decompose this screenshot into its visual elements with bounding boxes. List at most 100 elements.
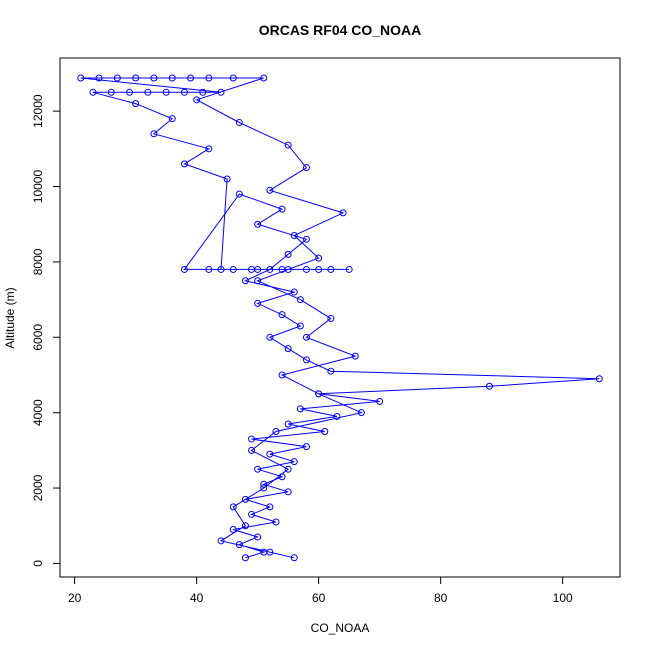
data-point [284, 488, 292, 496]
x-tick-label: 20 [68, 591, 82, 605]
data-point [254, 533, 262, 541]
data-point [168, 74, 176, 82]
data-point [132, 100, 140, 108]
data-point [229, 503, 237, 511]
data-point [327, 367, 335, 375]
data-point [315, 390, 323, 398]
data-point [302, 443, 310, 451]
data-point [217, 88, 225, 96]
data-point [248, 435, 256, 443]
data-point [278, 311, 286, 319]
data-point [241, 522, 249, 530]
data-point [302, 235, 310, 243]
data-point [180, 265, 188, 273]
data-point [302, 333, 310, 341]
data-point [296, 405, 304, 413]
data-point [89, 88, 97, 96]
data-point [284, 141, 292, 149]
data-point [284, 345, 292, 353]
data-point [95, 74, 103, 82]
data-point [205, 145, 213, 153]
data-point [229, 526, 237, 534]
y-tick-label: 2000 [31, 474, 45, 501]
data-point [126, 88, 134, 96]
data-point [229, 74, 237, 82]
data-point [187, 74, 195, 82]
plot-box [59, 57, 621, 578]
data-point [327, 314, 335, 322]
data-point [107, 88, 115, 96]
data-point [302, 265, 310, 273]
data-point [248, 446, 256, 454]
data-point [272, 518, 280, 526]
data-point [296, 322, 304, 330]
data-point [241, 495, 249, 503]
data-point [321, 428, 329, 436]
data-point [162, 88, 170, 96]
data-point [278, 473, 286, 481]
data-point [290, 288, 298, 296]
data-point [260, 74, 268, 82]
data-point [150, 130, 158, 138]
data-point [254, 299, 262, 307]
data-point [241, 554, 249, 562]
data-point [327, 265, 335, 273]
data-point [595, 375, 603, 383]
data-point [235, 541, 243, 549]
chart-title: ORCAS RF04 CO_NOAA [259, 22, 422, 38]
data-point [150, 74, 158, 82]
data-point [315, 265, 323, 273]
data-point [296, 296, 304, 304]
data-point [266, 333, 274, 341]
data-point [205, 265, 213, 273]
x-tick-label: 100 [553, 591, 573, 605]
data-point [278, 205, 286, 213]
x-tick-label: 60 [312, 591, 326, 605]
data-point [266, 265, 274, 273]
data-point [290, 232, 298, 240]
data-point [254, 465, 262, 473]
data-point [266, 186, 274, 194]
data-point [290, 458, 298, 466]
data-point [260, 480, 268, 488]
data-point [284, 465, 292, 473]
data-point [284, 265, 292, 273]
data-point [193, 96, 201, 104]
data-point [217, 265, 225, 273]
y-tick-label: 0 [31, 560, 45, 567]
data-point [351, 352, 359, 360]
data-point [205, 74, 213, 82]
data-point [376, 397, 384, 405]
data-point [339, 209, 347, 217]
data-point [223, 175, 231, 183]
data-point [284, 250, 292, 258]
data-point [199, 88, 207, 96]
data-point [266, 548, 274, 556]
data-point [77, 74, 85, 82]
x-axis-label: CO_NOAA [311, 621, 370, 635]
data-point [272, 428, 280, 436]
data-point [248, 510, 256, 518]
data-point [290, 554, 298, 562]
data-point [168, 115, 176, 123]
data-point [266, 503, 274, 511]
data-point [132, 74, 140, 82]
data-line [80, 77, 600, 559]
data-point [248, 265, 256, 273]
y-tick-label: 10000 [31, 170, 45, 204]
data-point [260, 484, 268, 492]
data-point [235, 118, 243, 126]
y-tick-label: 4000 [31, 399, 45, 426]
data-point [113, 74, 121, 82]
data-point [241, 277, 249, 285]
data-point [254, 277, 262, 285]
data-point [229, 265, 237, 273]
data-point [278, 371, 286, 379]
data-point [254, 220, 262, 228]
data-point [284, 420, 292, 428]
y-axis-label: Altitude (m) [3, 287, 17, 348]
data-point [217, 537, 225, 545]
data-point [302, 356, 310, 364]
